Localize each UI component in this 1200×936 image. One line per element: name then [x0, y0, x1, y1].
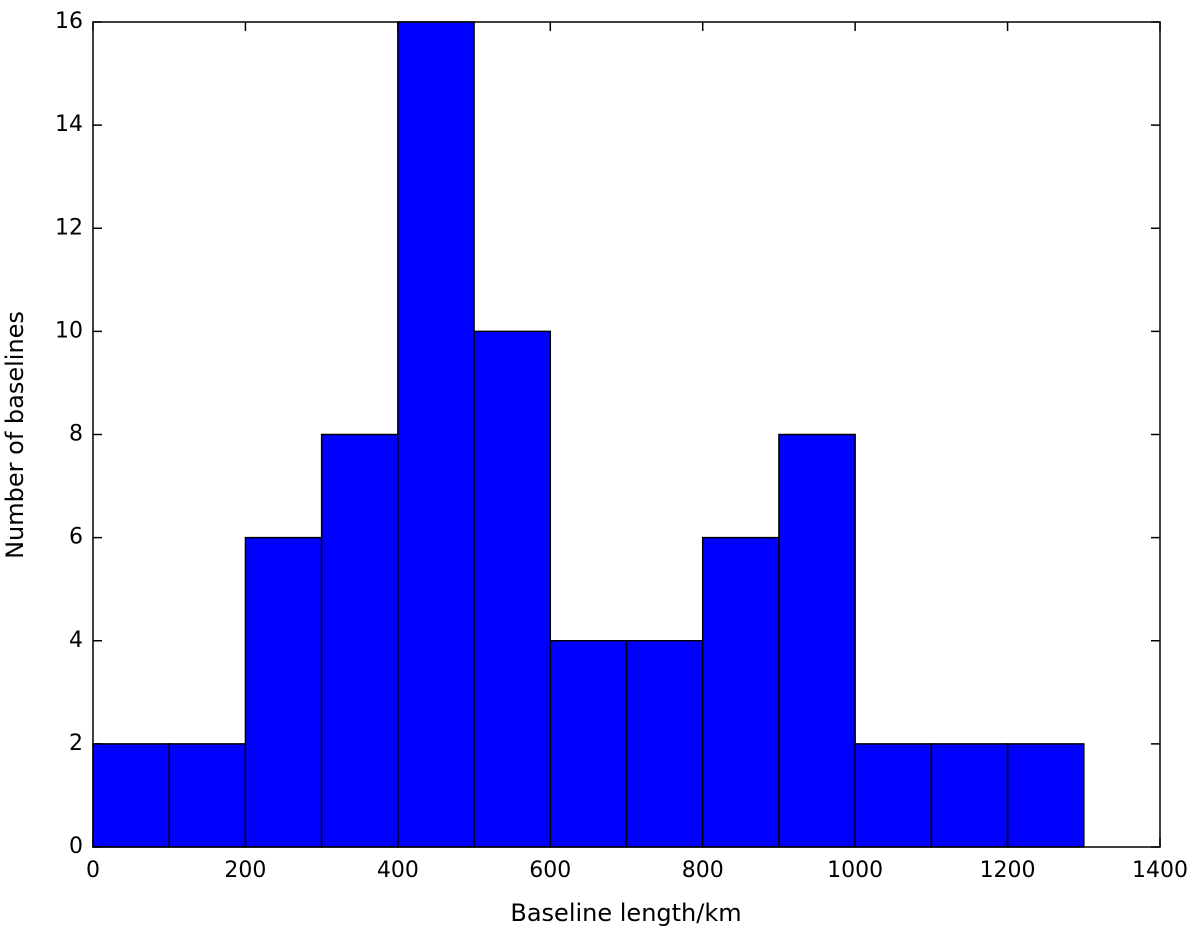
bar [778, 433, 856, 848]
bar [92, 743, 170, 848]
bar [701, 536, 780, 848]
bar [168, 743, 247, 848]
x-tick-label: 1400 [1132, 858, 1188, 883]
bar [1006, 743, 1085, 848]
x-axis-label: Baseline length/km [510, 899, 741, 927]
y-axis-label: Number of baselines [1, 311, 29, 559]
bar [397, 21, 475, 848]
bar [549, 640, 628, 848]
bar [854, 743, 933, 848]
y-tick-label: 8 [69, 422, 83, 447]
bar [625, 640, 704, 848]
y-tick-label: 16 [55, 9, 83, 34]
y-tick-label: 14 [55, 112, 83, 137]
y-tick-label: 4 [69, 628, 83, 653]
bar [473, 330, 552, 848]
x-tick-label: 1200 [980, 858, 1036, 883]
y-tick-label: 2 [69, 731, 83, 756]
x-tick-label: 0 [86, 858, 100, 883]
y-tick-label: 10 [55, 318, 83, 343]
x-tick-label: 800 [682, 858, 724, 883]
x-tick-label: 1000 [827, 858, 883, 883]
x-tick-label: 200 [224, 858, 266, 883]
bar [320, 433, 399, 848]
y-tick-label: 6 [69, 525, 83, 550]
bar [930, 743, 1009, 848]
y-tick-label: 12 [55, 215, 83, 240]
bar [244, 536, 323, 848]
y-tick-label: 0 [69, 834, 83, 859]
x-tick-label: 600 [529, 858, 571, 883]
x-tick-label: 400 [377, 858, 419, 883]
